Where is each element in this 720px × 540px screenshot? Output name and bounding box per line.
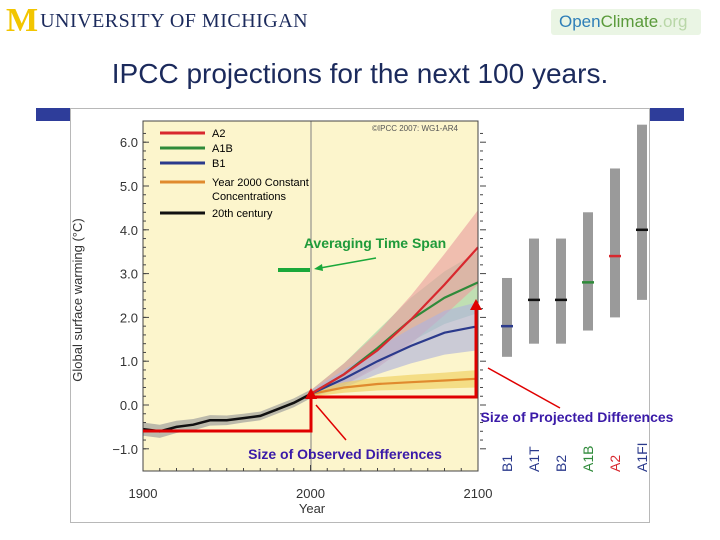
line-year-2000-constant (310, 377, 479, 396)
openclimate-logo: OpenClimate.org (551, 9, 701, 35)
oc-org-text: .org (658, 12, 688, 31)
line-a2 (309, 246, 479, 396)
y-tick-label-7: 6.0 (120, 135, 138, 150)
x-tick-label-2100: 2100 (464, 486, 493, 501)
legend-label-a1b: A1B (212, 143, 233, 155)
range-bar-b2 (556, 238, 566, 344)
legend: A2 A1B B1 Year 2000 Constant Concentrati… (160, 128, 309, 220)
averaging-label: Averaging Time Span (304, 235, 446, 251)
projected-pointer (487, 367, 561, 409)
y-tick-label-5: 4.0 (120, 223, 138, 238)
y-tick-label-3: 2.0 (120, 310, 138, 325)
university-of-michigan-logo: M UNIVERSITY OF MICHIGAN (6, 4, 308, 38)
range-bar-a1t (529, 238, 539, 344)
bar-label-a1b: A1B (580, 446, 596, 472)
range-bar-a2 (610, 168, 620, 318)
bar-label-a2: A2 (607, 455, 623, 472)
y-tick-label-2: 1.0 (120, 354, 138, 369)
averaging-arrowhead (314, 264, 323, 271)
range-bar-b1 (502, 277, 512, 357)
slide-title: IPCC projections for the next 100 years. (111, 58, 609, 89)
bar-label-a1fi: A1FI (634, 442, 650, 472)
bar-label-b1: B1 (499, 455, 515, 472)
projected-difference-bracket (311, 306, 478, 399)
x-tick-label-2000: 2000 (296, 486, 325, 501)
bar-label-b2: B2 (553, 455, 569, 472)
legend-label-const-2: Concentrations (212, 191, 286, 203)
line-b1 (310, 325, 479, 396)
x-tick-label-1900: 1900 (129, 486, 158, 501)
x-axis-label: Year (299, 501, 326, 516)
band-a2 (310, 210, 478, 398)
copyright-note: ©IPCC 2007: WG1-AR4 (372, 124, 458, 133)
oc-climate-text: Climate (600, 12, 659, 31)
bar-label-a1t: A1T (526, 446, 542, 472)
y-tick-label-0: −1.0 (112, 442, 138, 457)
oc-open-text: Open (559, 12, 601, 31)
projected-label: Size of Projected Differences (481, 409, 674, 425)
observed-difference-bracket (143, 395, 313, 433)
y-tick-label-4: 3.0 (120, 267, 138, 282)
y-tick-label-1: 0.0 (120, 398, 138, 413)
projected-arrowhead (470, 299, 482, 310)
um-block-m: M (6, 2, 38, 39)
y-axis-label: Global surface warming (°C) (70, 218, 85, 381)
range-bar-a1b (583, 212, 593, 331)
legend-label-c20: 20th century (212, 208, 273, 220)
um-wordmark: UNIVERSITY OF MICHIGAN (40, 9, 309, 32)
annotations: Averaging Time Span Size of Projected Di… (143, 235, 674, 462)
line-20th-century (142, 392, 312, 433)
legend-label-const: Year 2000 Constant (212, 177, 309, 189)
averaging-pointer (319, 257, 377, 269)
range-bar-a1fi (637, 124, 647, 300)
observed-label: Size of Observed Differences (248, 446, 442, 462)
y-tick-label-6: 5.0 (120, 179, 138, 194)
legend-label-b1: B1 (212, 158, 225, 170)
legend-label-a2: A2 (212, 128, 225, 140)
observed-pointer (315, 404, 347, 441)
